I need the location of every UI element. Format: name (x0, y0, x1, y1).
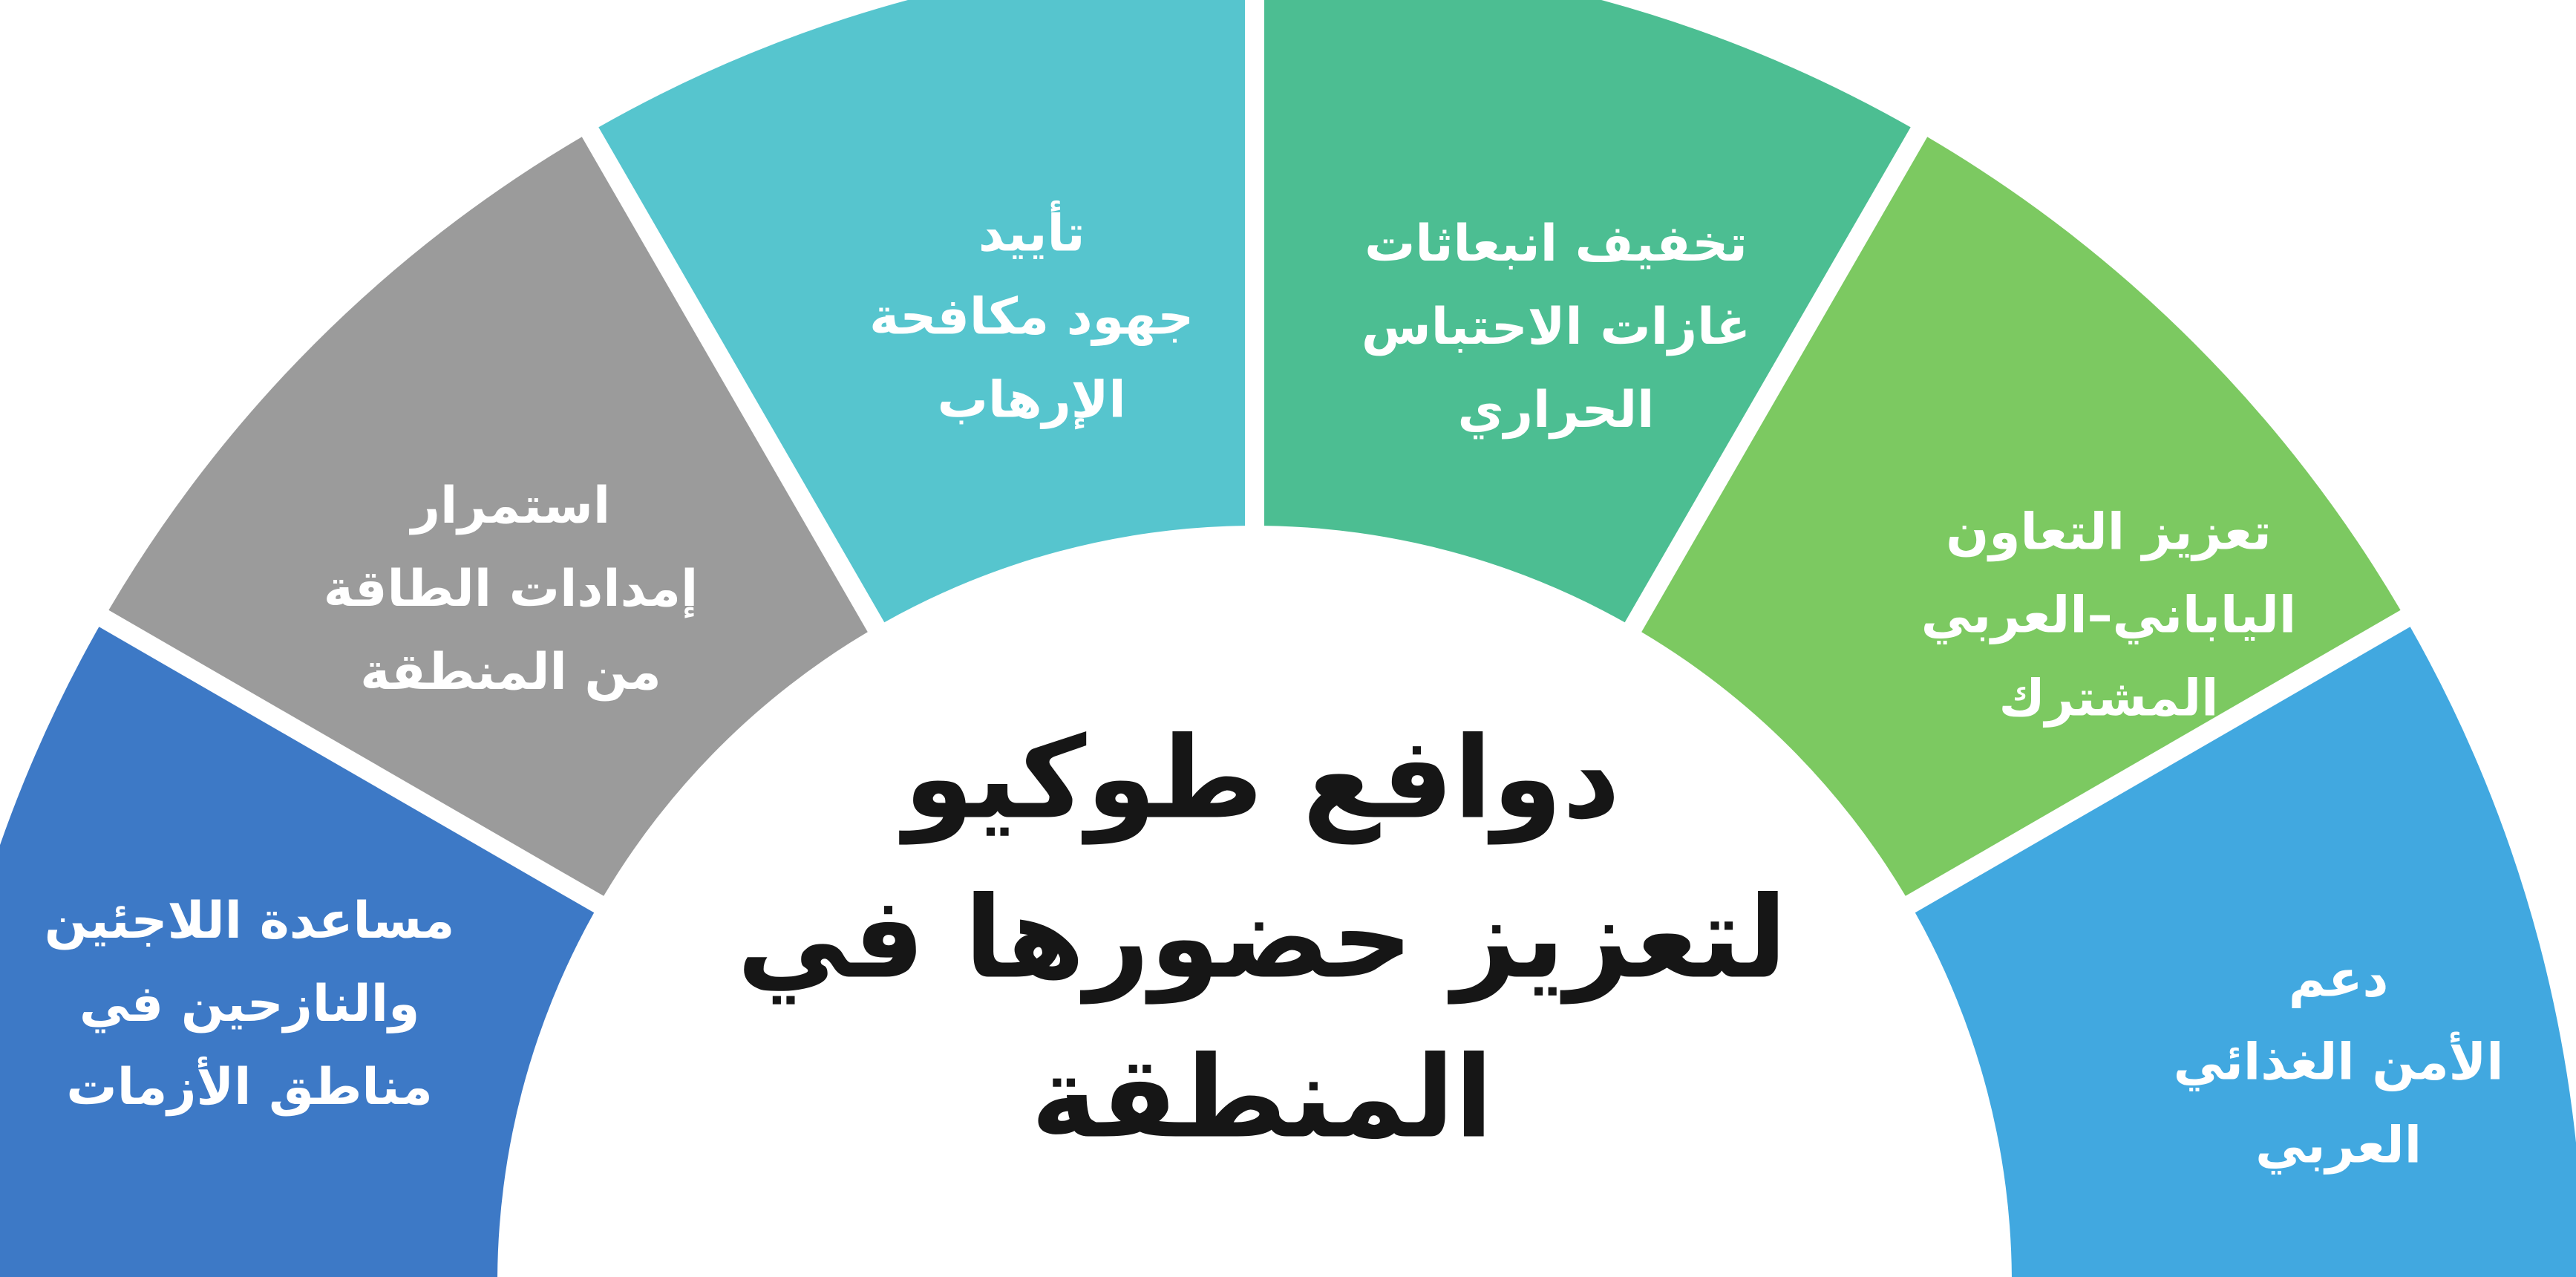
segment-label-arab-food-security: دعم الأمن الغذائي العربي (2174, 950, 2504, 1175)
segment-label-greenhouse-gas-mitigation: تخفيف انبعاثات غازات الاحتباس الحراري (1361, 215, 1750, 440)
center-title-line: المنطقة (1031, 1032, 1494, 1163)
segment-label-line: من المنطقة (360, 643, 661, 702)
segment-label-line: المشترك (1998, 670, 2218, 728)
segment-label-line: تأييد (978, 200, 1085, 264)
segment-label-energy-supplies: استمرار إمدادات الطاقة من المنطقة (324, 477, 699, 702)
segment-label-line: الأمن الغذائي (2174, 1031, 2504, 1091)
center-title-line: لتعزيز حضورها في (737, 872, 1788, 1005)
labels-group: مساعدة اللاجئين والنازحين في مناطق الأزمات… (45, 200, 2504, 1175)
center-title-line: دوافع طوكيو (898, 713, 1620, 845)
segment-japan-arab-cooperation (1641, 137, 2401, 896)
segment-label-line: الحراري (1458, 381, 1655, 440)
segment-label-line: مناطق الأزمات (66, 1056, 432, 1117)
segment-label-line: غازات الاحتباس (1361, 298, 1750, 356)
segment-label-line: جهود مكافحة (869, 288, 1194, 347)
center-title: دوافع طوكيو لتعزيز حضورها في المنطقة (737, 713, 1788, 1163)
segment-energy-supplies (108, 137, 868, 896)
segment-refugees-displaced-aid (0, 627, 595, 1277)
segment-label-line: العربي (2255, 1116, 2422, 1175)
segment-greenhouse-gas-mitigation (1264, 0, 1911, 623)
segment-label-line: مساعدة اللاجئين (45, 892, 455, 950)
segment-label-line: الياباني–العربي (1921, 587, 2296, 645)
segment-label-refugees-displaced-aid: مساعدة اللاجئين والنازحين في مناطق الأزمات (45, 892, 455, 1117)
segment-arab-food-security (1915, 627, 2576, 1277)
segment-label-line: استمرار (409, 477, 610, 535)
segment-label-line: تخفيف انبعاثات (1364, 215, 1748, 273)
segment-label-counter-terrorism-support: تأييد جهود مكافحة الإرهاب (869, 200, 1194, 430)
segment-label-line: والنازحين في (79, 975, 420, 1033)
segment-label-line: دعم (2289, 950, 2389, 1008)
segment-label-line: الإرهاب (938, 371, 1126, 430)
segment-counter-terrorism-support (598, 0, 1245, 623)
segment-label-japan-arab-cooperation: تعزيز التعاون الياباني–العربي المشترك (1921, 503, 2296, 728)
segment-label-line: إمدادات الطاقة (324, 560, 699, 618)
segment-label-line: تعزيز التعاون (1946, 503, 2272, 562)
